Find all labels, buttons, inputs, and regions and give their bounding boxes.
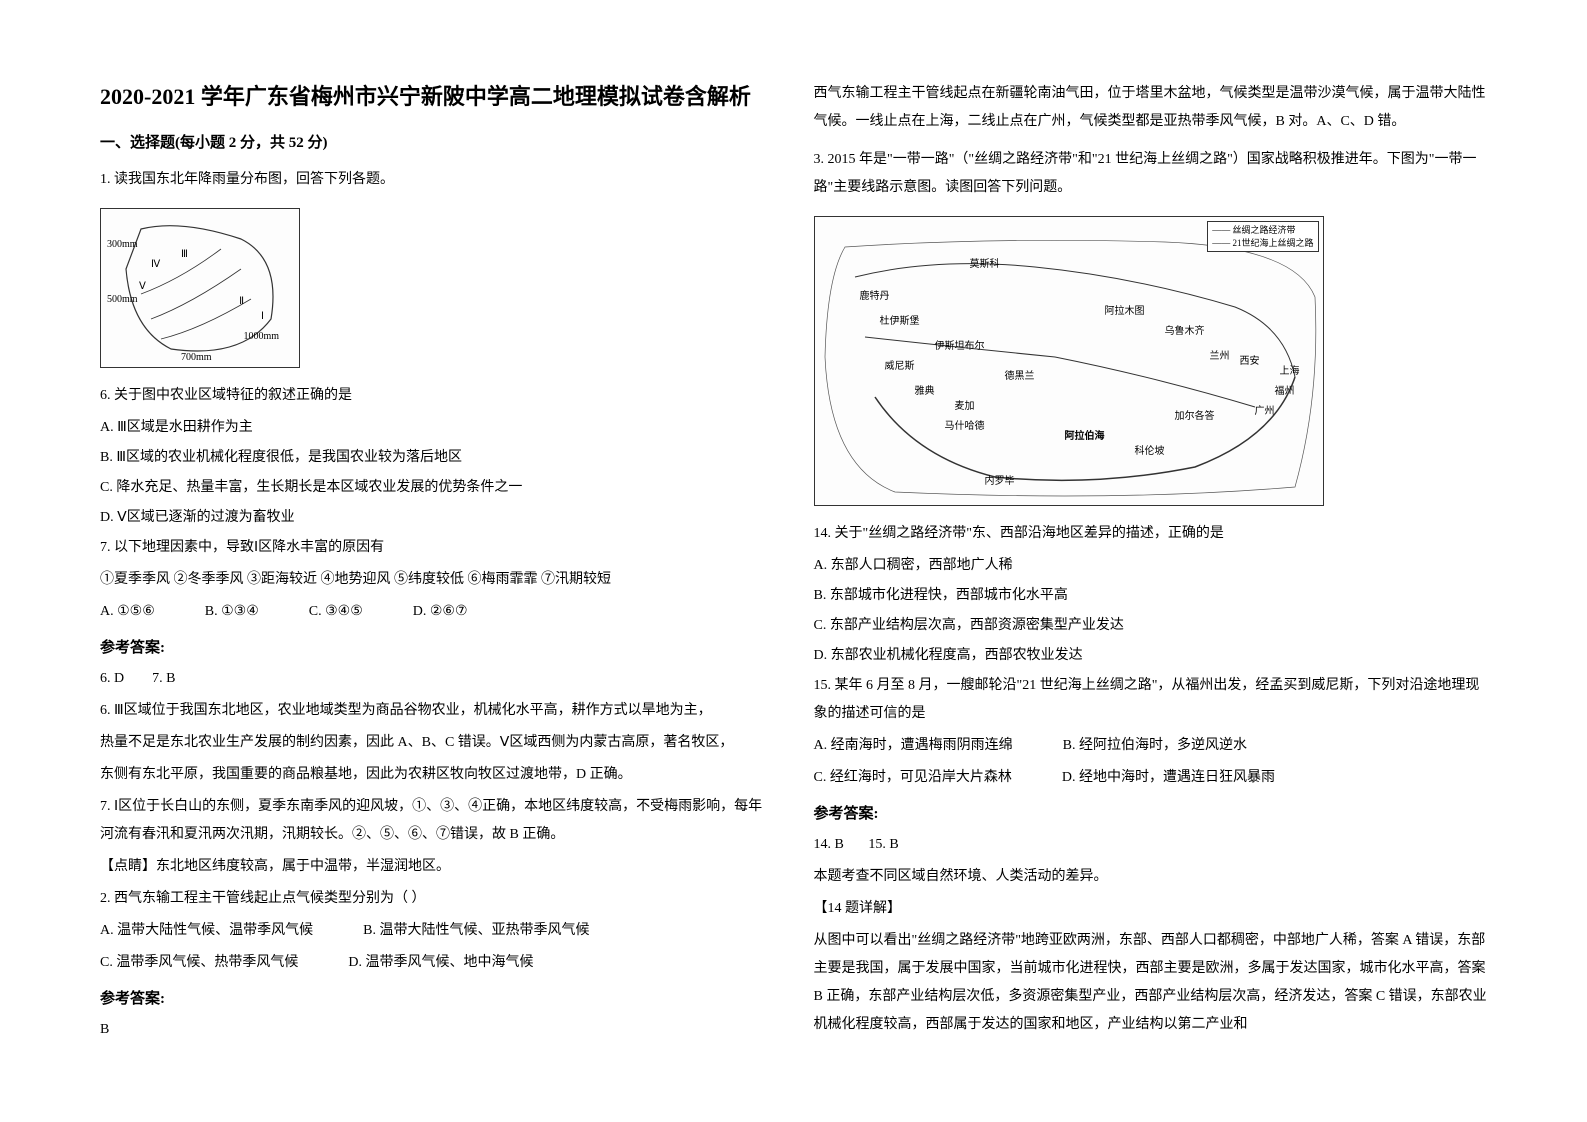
q3-sub14-b: B. 东部城市化进程快，西部城市化水平高	[814, 582, 1488, 610]
q3-sub15-row1: A. 经南海时，遭遇梅雨阴雨连绵 B. 经阿拉伯海时，多逆风逆水	[814, 732, 1488, 760]
q3-sub15-d: D. 经地中海时，遭遇连日狂风暴雨	[1062, 764, 1275, 792]
northeast-map-svg	[101, 209, 301, 369]
q1-sub7-items: ①夏季季风 ②冬季季风 ③距海较近 ④地势迎风 ⑤纬度较低 ⑥梅雨霏霏 ⑦汛期较…	[100, 566, 774, 594]
city-guangzhou: 广州	[1255, 402, 1275, 417]
q2-a: A. 温带大陆性气候、温带季风气候	[100, 917, 313, 945]
q2-row2: C. 温带季风气候、热带季风气候 D. 温带季风气候、地中海气候	[100, 949, 774, 977]
q1-sub7-d: D. ②⑥⑦	[413, 598, 468, 626]
label-700mm: 700mm	[181, 352, 212, 363]
city-lanzhou: 兰州	[1210, 347, 1230, 362]
q3-expl14-heading: 【14 题详解】	[814, 895, 1488, 923]
q1-stem: 1. 读我国东北年降雨量分布图，回答下列各题。	[100, 166, 774, 194]
q1-sub7-options: A. ①⑤⑥ B. ①③④ C. ③④⑤ D. ②⑥⑦	[100, 598, 774, 626]
q1-tip: 【点睛】东北地区纬度较高，属于中温带，半湿润地区。	[100, 853, 774, 881]
q3-sub14-d: D. 东部农业机械化程度高，西部农牧业发达	[814, 642, 1488, 670]
q1-sub7-a: A. ①⑤⑥	[100, 598, 155, 626]
q1-answer-line: 6. D 7. B	[100, 665, 774, 693]
city-urumqi: 乌鲁木齐	[1165, 322, 1205, 337]
city-mashhad: 马什哈德	[945, 417, 985, 432]
city-shanghai: 上海	[1280, 362, 1300, 377]
q1-sub7-b: B. ①③④	[205, 598, 259, 626]
q1-sub6-b: B. Ⅲ区域的农业机械化程度很低，是我国农业较为落后地区	[100, 444, 774, 472]
q2-c: C. 温带季风气候、热带季风气候	[100, 949, 298, 977]
q1-sub6-d: D. Ⅴ区域已逐渐的过渡为畜牧业	[100, 504, 774, 532]
q1-answer-label: 参考答案:	[100, 636, 774, 657]
q3-sub15: 15. 某年 6 月至 8 月，一艘邮轮沿"21 世纪海上丝绸之路"，从福州出发…	[814, 672, 1488, 728]
q3-sub14: 14. 关于"丝绸之路经济带"东、西部沿海地区差异的描述，正确的是	[814, 520, 1488, 548]
q3-answer-line: 14. B 15. B	[814, 831, 1488, 859]
city-rotterdam: 鹿特丹	[860, 287, 890, 302]
city-mecca: 麦加	[955, 397, 975, 412]
q3-sub15-b: B. 经阿拉伯海时，多逆风逆水	[1063, 732, 1247, 760]
q2-row1: A. 温带大陆性气候、温带季风气候 B. 温带大陆性气候、亚热带季风气候	[100, 917, 774, 945]
q1-sub6-a: A. Ⅲ区域是水田耕作为主	[100, 414, 774, 442]
section-heading: 一、选择题(每小题 2 分，共 52 分)	[100, 131, 774, 152]
q1-sub6: 6. 关于图中农业区域特征的叙述正确的是	[100, 382, 774, 410]
q1-expl6b: 热量不足是东北农业生产发展的制约因素，因此 A、B、C 错误。Ⅴ区域西侧为内蒙古…	[100, 729, 774, 757]
q2-answer: B	[100, 1016, 774, 1044]
q2-d: D. 温带季风气候、地中海气候	[348, 949, 533, 977]
legend-line-2: —— 21世纪海上丝绸之路	[1212, 237, 1313, 250]
region-1: Ⅰ	[261, 311, 264, 322]
q1-map: 300mm 500mm 700mm 1000mm Ⅰ Ⅱ Ⅲ Ⅳ Ⅴ	[100, 208, 300, 368]
q3-sub15-row2: C. 经红海时，可见沿岸大片森林 D. 经地中海时，遭遇连日狂风暴雨	[814, 764, 1488, 792]
city-duisburg: 杜伊斯堡	[880, 312, 920, 327]
sea-arabia: 阿拉伯海	[1065, 427, 1105, 442]
q3-map: —— 丝绸之路经济带 —— 21世纪海上丝绸之路 莫斯科 鹿特丹 杜伊斯堡 伊斯…	[814, 216, 1324, 506]
q3-expl-intro: 本题考查不同区域自然环境、人类活动的差异。	[814, 863, 1488, 891]
city-colombo: 科伦坡	[1135, 442, 1165, 457]
city-istanbul: 伊斯坦布尔	[935, 337, 985, 352]
legend-line-1: —— 丝绸之路经济带	[1212, 224, 1313, 237]
q2-answer-label: 参考答案:	[100, 987, 774, 1008]
q3-sub14-c: C. 东部产业结构层次高，西部资源密集型产业发达	[814, 612, 1488, 640]
label-500mm: 500mm	[107, 294, 138, 305]
city-nairobi: 内罗毕	[985, 472, 1015, 487]
q2-explanation: 西气东输工程主干管线起点在新疆轮南油气田，位于塔里木盆地，气候类型是温带沙漠气候…	[814, 80, 1488, 136]
right-column: 西气东输工程主干管线起点在新疆轮南油气田，位于塔里木盆地，气候类型是温带沙漠气候…	[814, 80, 1488, 1042]
q1-sub7: 7. 以下地理因素中，导致Ⅰ区降水丰富的原因有	[100, 534, 774, 562]
q2-stem: 2. 西气东输工程主干管线起止点气候类型分别为（ ）	[100, 885, 774, 913]
region-5: Ⅴ	[139, 281, 146, 292]
doc-title: 2020-2021 学年广东省梅州市兴宁新陂中学高二地理模拟试卷含解析	[100, 80, 774, 113]
city-dehran: 德黑兰	[1005, 367, 1035, 382]
q3-stem: 3. 2015 年是"一带一路"（"丝绸之路经济带"和"21 世纪海上丝绸之路"…	[814, 146, 1488, 202]
region-4: Ⅳ	[151, 259, 160, 270]
city-venice: 威尼斯	[885, 357, 915, 372]
left-column: 2020-2021 学年广东省梅州市兴宁新陂中学高二地理模拟试卷含解析 一、选择…	[100, 80, 774, 1042]
q3-sub15-a: A. 经南海时，遭遇梅雨阴雨连绵	[814, 732, 1013, 760]
q3-answer-label: 参考答案:	[814, 802, 1488, 823]
city-almaty: 阿拉木图	[1105, 302, 1145, 317]
label-300mm: 300mm	[107, 239, 138, 250]
q1-sub7-c: C. ③④⑤	[309, 598, 363, 626]
q1-expl6c: 东侧有东北平原，我国重要的商品粮基地，因此为农耕区牧向牧区过渡地带，D 正确。	[100, 761, 774, 789]
q2-b: B. 温带大陆性气候、亚热带季风气候	[363, 917, 589, 945]
q1-expl6: 6. Ⅲ区域位于我国东北地区，农业地域类型为商品谷物农业，机械化水平高，耕作方式…	[100, 697, 774, 725]
q3-expl14: 从图中可以看出"丝绸之路经济带"地跨亚欧两洲，东部、西部人口都稠密，中部地广人稀…	[814, 927, 1488, 1039]
region-2: Ⅱ	[239, 296, 244, 307]
city-athens: 雅典	[915, 382, 935, 397]
city-xian: 西安	[1240, 352, 1260, 367]
q3-sub15-c: C. 经红海时，可见沿岸大片森林	[814, 764, 1012, 792]
map-legend: —— 丝绸之路经济带 —— 21世纪海上丝绸之路	[1207, 221, 1318, 252]
city-fuzhou: 福州	[1275, 382, 1295, 397]
label-1000mm: 1000mm	[243, 331, 279, 342]
q1-expl7: 7. Ⅰ区位于长白山的东侧，夏季东南季风的迎风坡，①、③、④正确，本地区纬度较高…	[100, 793, 774, 849]
region-3: Ⅲ	[181, 249, 188, 260]
q3-sub14-a: A. 东部人口稠密，西部地广人稀	[814, 552, 1488, 580]
city-moscow: 莫斯科	[970, 255, 1000, 270]
city-kolkata: 加尔各答	[1175, 407, 1215, 422]
q1-sub6-c: C. 降水充足、热量丰富，生长期长是本区域农业发展的优势条件之一	[100, 474, 774, 502]
